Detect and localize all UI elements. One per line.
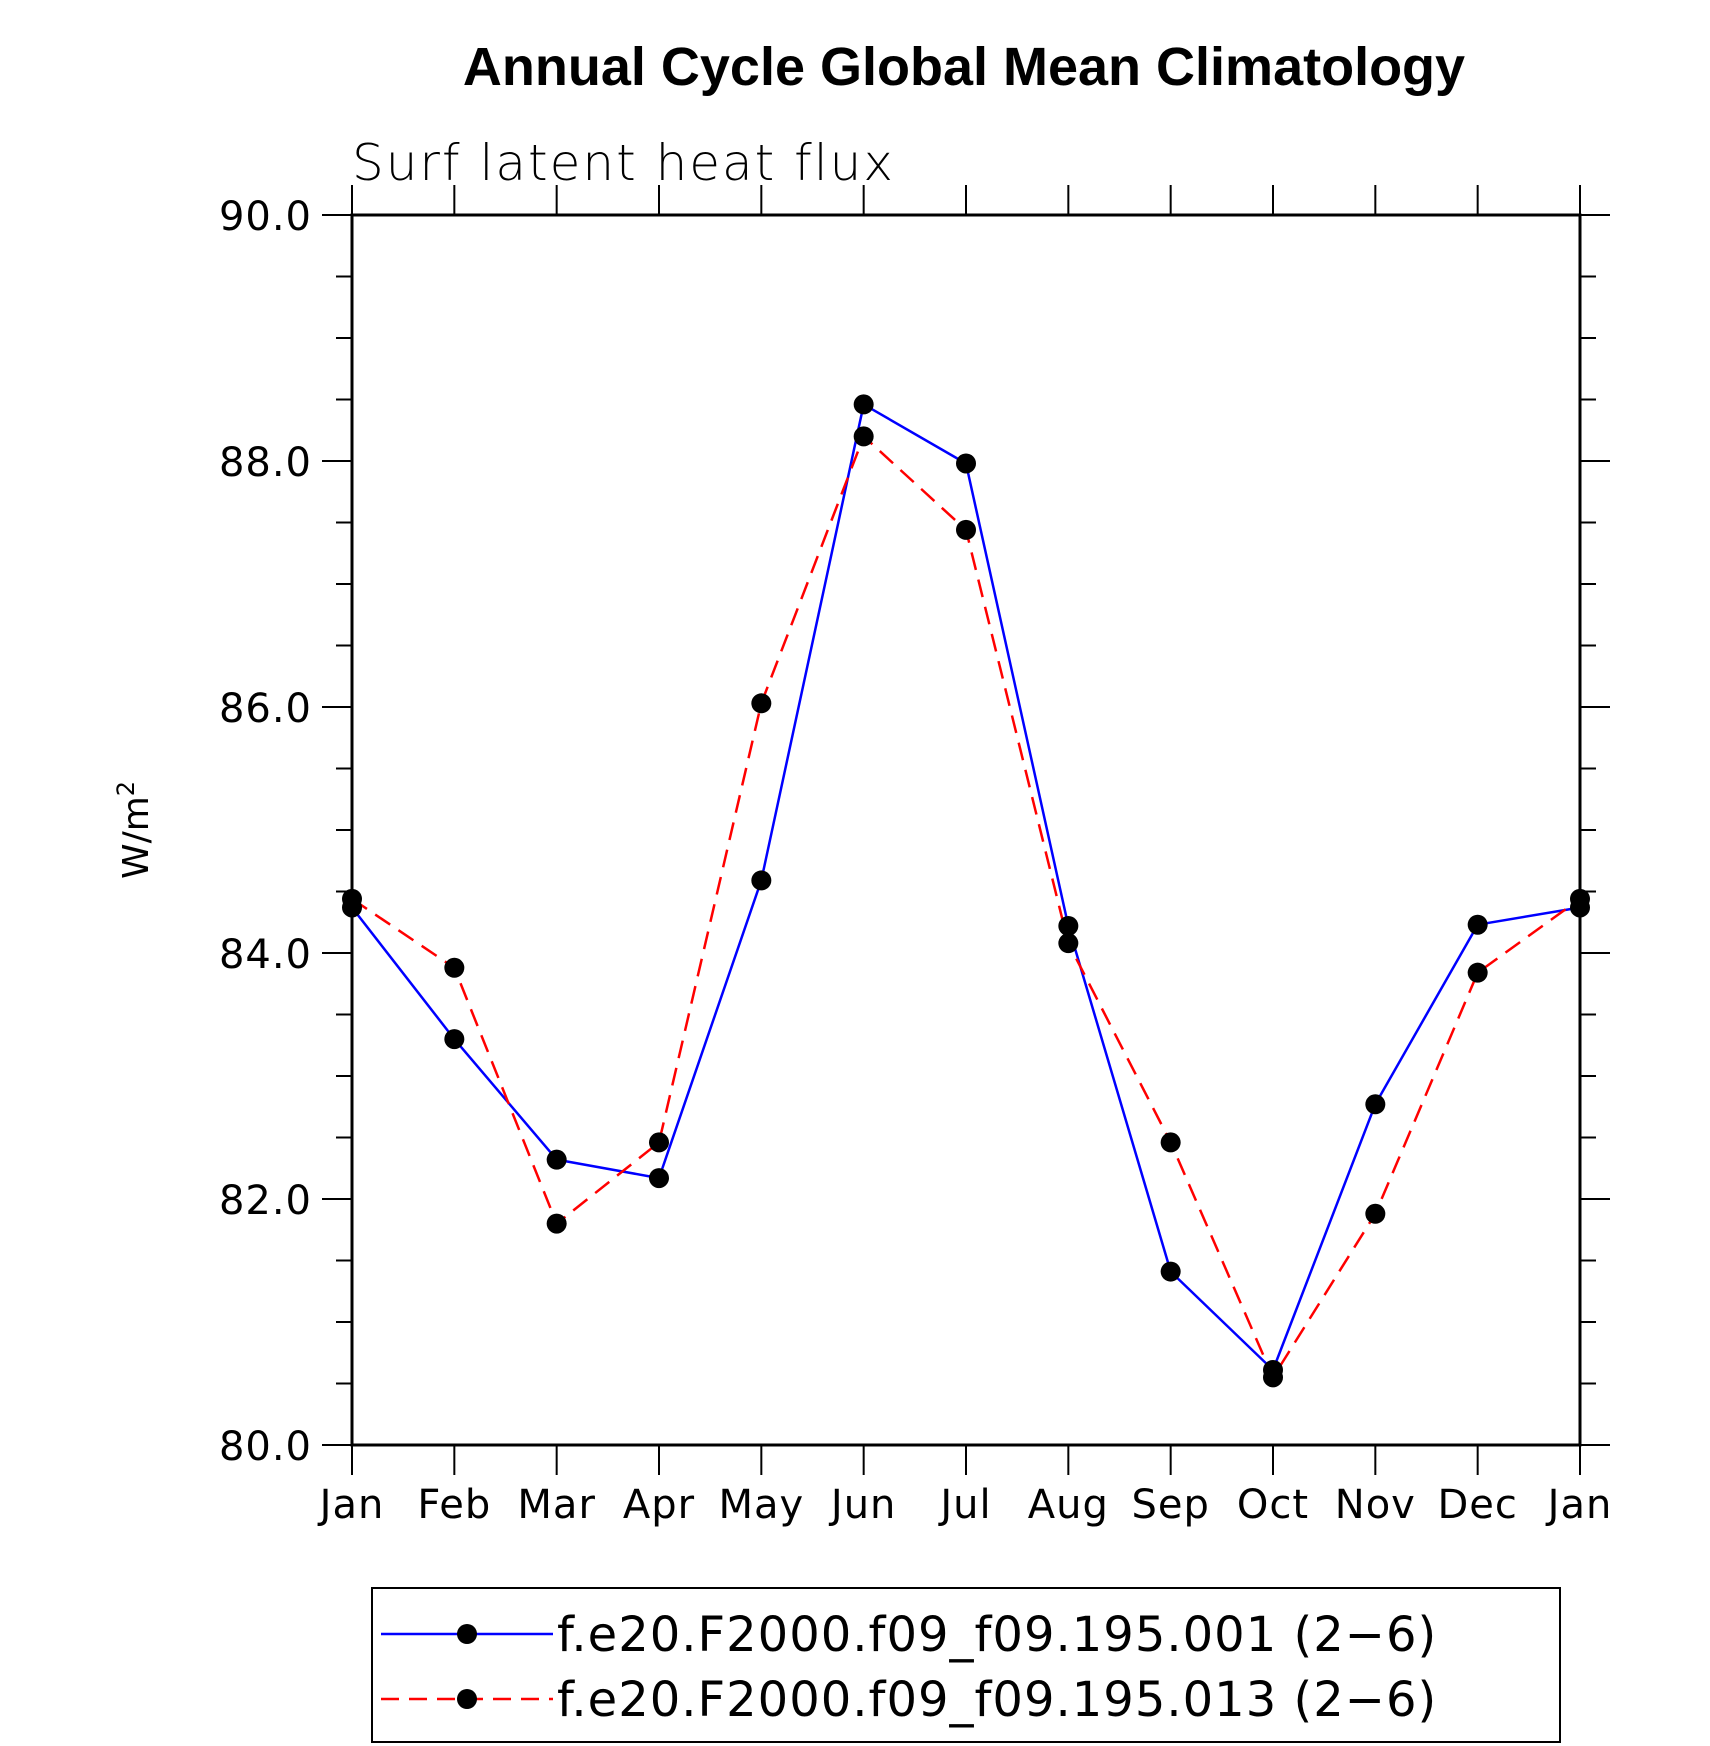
x-tick-label: Nov xyxy=(1335,1482,1416,1528)
series-1-point xyxy=(1467,914,1488,935)
y-tick-label: 84.0 xyxy=(219,932,312,978)
series-2-point xyxy=(1263,1367,1283,1388)
axis-ticks xyxy=(322,185,1610,1475)
x-tick-label: Jun xyxy=(828,1482,897,1528)
series-1-point xyxy=(751,870,772,891)
series-2-point xyxy=(546,1213,567,1234)
y-tick-label: 90.0 xyxy=(219,194,312,240)
series-1-point xyxy=(1365,1094,1386,1115)
x-tick-label: Apr xyxy=(623,1482,695,1528)
series-2-point xyxy=(1058,933,1079,954)
series-2-point xyxy=(1467,962,1488,983)
legend-label-series-1: f.e20.F2000.f09_f09.195.001 (2−6) xyxy=(557,1607,1437,1663)
legend: f.e20.F2000.f09_f09.195.001 (2−6) f.e20.… xyxy=(371,1587,1561,1743)
legend-marker-series-2 xyxy=(457,1689,477,1709)
x-tick-label: Jul xyxy=(937,1482,991,1528)
series-1-point xyxy=(956,453,976,474)
legend-label-series-2: f.e20.F2000.f09_f09.195.013 (2−6) xyxy=(557,1672,1437,1728)
series-2-point xyxy=(1160,1132,1181,1153)
series-1-point xyxy=(1058,915,1079,936)
x-tick-label: Oct xyxy=(1237,1482,1309,1528)
series-2-point xyxy=(956,519,976,540)
series-1-point xyxy=(649,1168,669,1189)
series-2-point xyxy=(342,888,362,909)
series-2-point xyxy=(444,957,465,978)
x-tick-labels: Jan Feb Mar Apr May Jun Jul Aug Sep Oct Nov Dec Jan xyxy=(317,1482,1613,1528)
y-tick-label: 82.0 xyxy=(219,1178,312,1224)
x-tick-label: Aug xyxy=(1028,1482,1109,1528)
series-1-point xyxy=(444,1029,465,1050)
series-2-point xyxy=(853,426,874,447)
y-tick-label: 88.0 xyxy=(219,440,312,486)
x-tick-label: Dec xyxy=(1437,1482,1517,1528)
x-tick-label: Feb xyxy=(417,1482,491,1528)
series-2-point xyxy=(649,1132,669,1153)
series-line-2 xyxy=(351,435,1581,1379)
series-1-point xyxy=(853,394,874,415)
plot-frame xyxy=(350,213,1582,1447)
data-series xyxy=(342,394,1590,1388)
x-tick-label: Mar xyxy=(517,1482,595,1528)
y-axis-label: W/m2 xyxy=(112,781,157,879)
y-axis-label-superscript: 2 xyxy=(112,781,140,796)
x-tick-label: May xyxy=(718,1482,804,1528)
series-2-point xyxy=(1365,1203,1386,1224)
chart-subtitle: Surf latent heat flux xyxy=(352,134,895,192)
series-line-1 xyxy=(351,403,1581,1372)
series-1-point xyxy=(1160,1261,1181,1282)
y-tick-label: 86.0 xyxy=(219,686,312,732)
series-2-point xyxy=(751,693,772,714)
y-tick-label: 80.0 xyxy=(219,1424,312,1470)
y-axis-label-text: W/m xyxy=(116,796,157,879)
series-2-point xyxy=(1570,888,1590,909)
legend-box xyxy=(371,1587,1561,1743)
series-1-point xyxy=(546,1149,567,1170)
x-tick-label: Sep xyxy=(1131,1482,1209,1528)
chart-title: Annual Cycle Global Mean Climatology xyxy=(463,37,1465,97)
x-tick-label: Jan xyxy=(317,1482,385,1528)
y-tick-labels: 80.0 82.0 84.0 86.0 88.0 90.0 xyxy=(219,194,312,1470)
legend-marker-series-1 xyxy=(457,1624,477,1644)
x-tick-label: Jan xyxy=(1545,1482,1613,1528)
